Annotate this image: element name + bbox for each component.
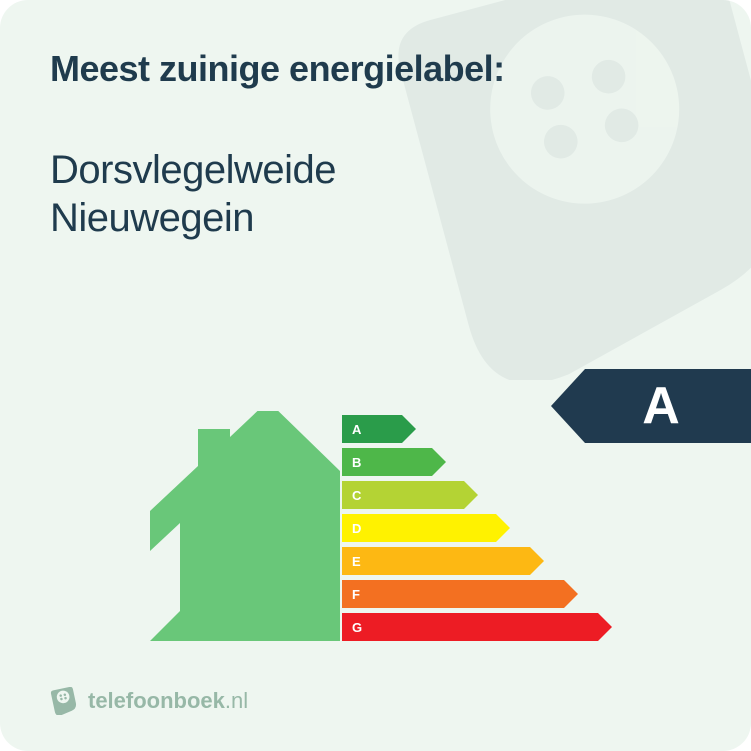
house-shape [150,411,340,641]
chevron-right-icon [598,613,612,641]
rating-badge: A [551,369,751,443]
energy-bars: ABCDEFG [342,415,722,641]
address-line-2: Nieuwegein [50,194,701,242]
energy-bar-body: B [342,448,432,476]
footer-brand-name: telefoonboek [88,688,225,713]
energy-bar-a: A [342,415,402,443]
energy-label-card: Meest zuinige energielabel: Dorsvlegelwe… [0,0,751,751]
footer: telefoonboek.nl [50,687,248,715]
address-block: Dorsvlegelweide Nieuwegein [50,146,701,242]
rating-letter: A [642,376,680,436]
footer-brand: telefoonboek.nl [88,688,248,714]
energy-bar-e: E [342,547,530,575]
energy-bar-f: F [342,580,564,608]
energy-bar-body: C [342,481,464,509]
card-title: Meest zuinige energielabel: [50,48,701,90]
energy-bar-body: F [342,580,564,608]
footer-brand-tld: .nl [225,688,248,713]
chevron-right-icon [564,580,578,608]
chevron-right-icon [496,514,510,542]
rating-badge-arrow [551,369,585,443]
energy-bar-g: G [342,613,598,641]
energy-bar-b: B [342,448,432,476]
house-icon [150,411,340,641]
chevron-right-icon [464,481,478,509]
chevron-right-icon [530,547,544,575]
energy-bar-d: D [342,514,496,542]
energy-bar-c: C [342,481,464,509]
energy-bar-body: D [342,514,496,542]
energy-chart: ABCDEFG A [0,391,751,641]
chevron-right-icon [432,448,446,476]
footer-logo-icon [50,687,78,715]
address-line-1: Dorsvlegelweide [50,146,701,194]
energy-bar-body: G [342,613,598,641]
rating-badge-body: A [585,369,751,443]
chevron-right-icon [402,415,416,443]
energy-bar-body: A [342,415,402,443]
energy-bar-body: E [342,547,530,575]
